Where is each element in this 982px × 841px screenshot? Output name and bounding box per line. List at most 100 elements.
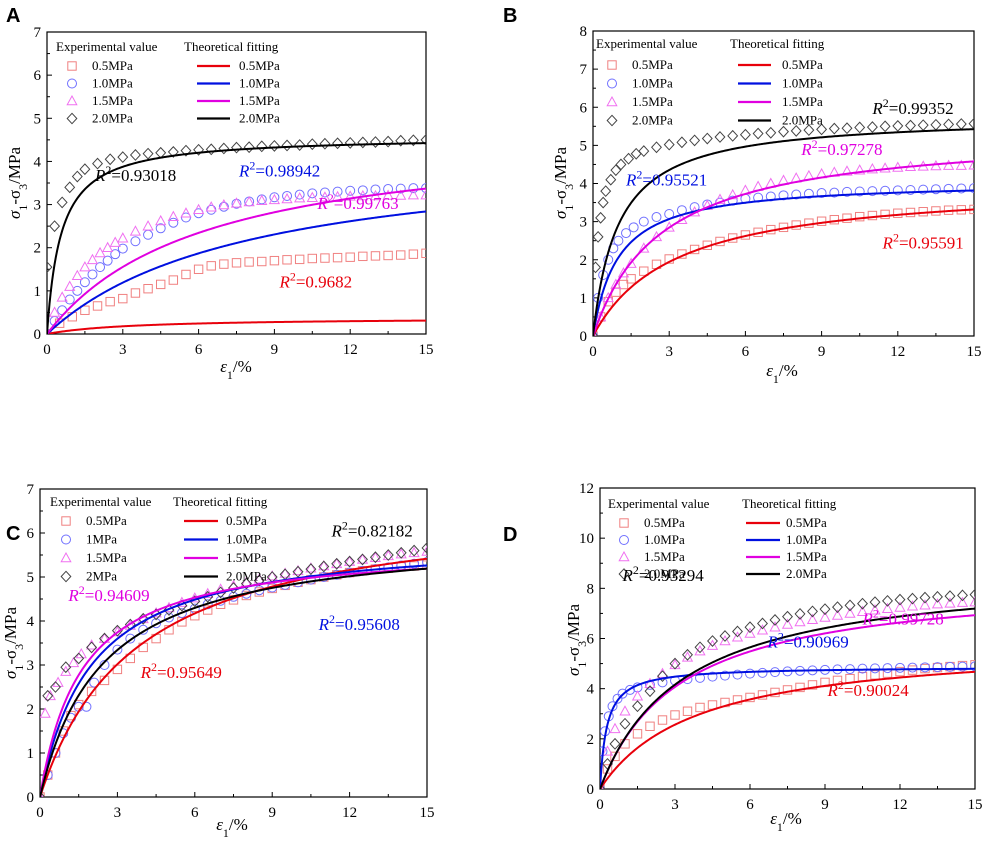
y-tick-label: 6: [587, 632, 595, 648]
data-point-triangle: [955, 159, 967, 170]
data-point-diamond: [632, 700, 643, 713]
y-axis-subscript: 1: [12, 665, 26, 671]
data-point-diamond: [47, 261, 53, 274]
data-point-circle: [307, 188, 318, 199]
data-point-diamond: [292, 565, 304, 578]
legend-fit-label: 2.0MPa: [786, 566, 827, 581]
legend-marker-triangle: [66, 94, 78, 106]
data-point-circle: [892, 185, 903, 196]
r2-symbol: R: [316, 194, 328, 213]
data-point-circle: [102, 255, 113, 266]
data-point-diamond: [866, 121, 878, 134]
data-point-diamond: [318, 560, 330, 573]
r2-superscript: 2: [838, 678, 844, 692]
x-tick-label: 12: [893, 797, 908, 813]
data-point-diamond: [71, 170, 83, 183]
legend-fit-title: Theoretical fitting: [742, 496, 837, 511]
data-point-diamond: [714, 131, 726, 143]
r2-value: =0.97278: [818, 140, 883, 159]
data-point-circle: [79, 277, 90, 288]
r2-superscript: 2: [79, 583, 85, 597]
legend-exp-label: 0.5MPa: [644, 515, 685, 530]
data-point-triangle: [854, 164, 866, 175]
legend-exp-title: Experimental value: [608, 496, 710, 511]
x-tick-label: 15: [967, 344, 982, 360]
r2-annotation: R2=0.90969: [767, 629, 849, 651]
data-point-diamond: [832, 601, 843, 614]
data-point-triangle: [318, 559, 330, 571]
x-tick-label: 3: [671, 797, 679, 813]
data-point-diamond: [669, 657, 681, 670]
data-point-square: [231, 258, 242, 268]
data-point-square: [383, 250, 393, 261]
data-point-diamond: [231, 141, 242, 154]
data-point-triangle: [831, 609, 844, 620]
legend-marker-square: [61, 516, 71, 526]
data-point-triangle: [279, 567, 291, 578]
data-point-diamond: [595, 211, 607, 224]
x-axis-symbol: ε: [216, 815, 223, 834]
data-point-square: [86, 686, 97, 697]
legend-fit-label: 1.0MPa: [226, 532, 267, 547]
y-axis-subscript: 1: [575, 662, 589, 668]
data-point-diamond: [73, 652, 85, 665]
y-tick-label: 1: [34, 284, 42, 300]
data-point-circle: [613, 235, 624, 246]
legend-exp-label: 1.5MPa: [86, 550, 127, 565]
data-point-triangle: [906, 600, 919, 611]
legend-fit-title: Theoretical fitting: [184, 39, 279, 54]
y-tick-label: 7: [580, 62, 588, 78]
data-point-diamond: [408, 544, 420, 557]
data-point-triangle: [306, 191, 318, 202]
data-point-diamond: [193, 143, 205, 156]
data-point-triangle: [593, 329, 597, 336]
data-point-diamond: [593, 330, 599, 336]
legend-exp-label: 1.5MPa: [632, 94, 673, 109]
data-point-circle: [943, 183, 954, 194]
data-point-square: [168, 275, 179, 285]
y-tick-label: 4: [27, 614, 35, 630]
x-axis-symbol: ε: [220, 357, 227, 376]
data-point-circle: [895, 662, 905, 673]
data-point-triangle: [956, 596, 969, 607]
data-point-diamond: [769, 614, 781, 626]
r2-annotation: R2=0.93294: [622, 563, 705, 585]
x-axis-title: ε1/%: [766, 361, 798, 386]
r2-symbol: R: [140, 663, 152, 682]
data-point-diamond: [42, 689, 54, 702]
data-point-diamond: [180, 144, 192, 157]
data-point-triangle: [769, 621, 781, 632]
data-point-triangle: [856, 605, 869, 616]
data-point-diamond: [727, 129, 739, 142]
data-point-circle: [945, 661, 955, 672]
y-tick-label: 3: [34, 198, 42, 214]
data-point-square: [842, 213, 852, 223]
data-point-triangle: [56, 291, 68, 302]
r2-annotation: R2=0.95608: [318, 612, 400, 634]
data-point-diamond: [218, 142, 230, 155]
r2-value: =0.95608: [335, 615, 400, 634]
r2-value: =0.99352: [889, 99, 954, 118]
data-point-triangle: [67, 656, 80, 668]
data-point-triangle: [64, 280, 76, 291]
data-point-square: [206, 261, 216, 271]
data-point-diamond: [228, 582, 239, 594]
r2-value: =0.98942: [255, 162, 320, 181]
data-point-triangle: [395, 548, 407, 559]
fit-curve-1.0MPa: [600, 667, 975, 789]
x-tick-label: 3: [119, 342, 127, 358]
data-point-circle: [155, 223, 166, 234]
y-axis-title: σ1-σ3/MPa: [1, 607, 26, 680]
y-axis-subscript: 3: [562, 184, 576, 190]
x-axis-title: ε1/%: [220, 357, 252, 382]
r2-superscript: 2: [342, 519, 348, 533]
data-point-triangle: [142, 220, 154, 231]
r2-superscript: 2: [249, 159, 255, 173]
y-axis-subscript: 3: [12, 644, 26, 650]
data-point-diamond: [49, 681, 61, 693]
y-tick-label: 10: [579, 531, 594, 547]
data-point-diamond: [623, 152, 635, 165]
y-tick-label: 0: [580, 329, 588, 345]
r2-symbol: R: [767, 632, 779, 651]
data-point-circle: [99, 660, 110, 670]
